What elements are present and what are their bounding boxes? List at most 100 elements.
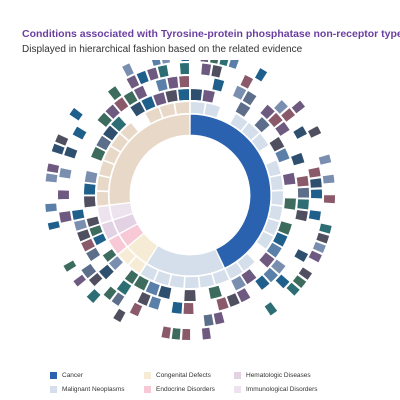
sunburst-segment <box>267 112 284 128</box>
sunburst-segment <box>254 67 268 83</box>
sunburst-segment <box>102 285 118 301</box>
sunburst-segment <box>157 64 170 79</box>
sunburst-segment <box>124 269 140 285</box>
sunburst-segment <box>190 101 206 115</box>
sunburst-segment <box>224 261 244 280</box>
chart-subtitle: Displayed in hierarchical fashion based … <box>22 44 303 55</box>
sunburst-segment <box>184 276 200 289</box>
sunburst-segment <box>292 274 308 289</box>
sunburst-segment <box>98 263 115 281</box>
sunburst-segment <box>241 122 260 141</box>
sunburst-segment <box>159 102 177 119</box>
legend-item-congenital: Congenital Defects <box>144 372 211 379</box>
legend-swatch <box>50 386 57 393</box>
legend-swatch <box>144 372 151 379</box>
legend-swatch <box>144 386 151 393</box>
sunburst-segment <box>318 222 333 235</box>
legend-label: Cancer <box>62 372 83 379</box>
sunburst-segment <box>128 256 147 274</box>
sunburst-segment <box>110 115 127 133</box>
sunburst-segment <box>101 220 119 240</box>
sunburst-segment <box>177 88 190 102</box>
sunburst-segment <box>47 220 61 231</box>
sunburst-segment <box>292 125 308 140</box>
sunburst-segment <box>57 189 70 200</box>
sunburst-segment <box>152 91 168 107</box>
sunburst-segment <box>108 234 128 255</box>
legend-item-endocrine: Endocrine Disorders <box>144 386 215 393</box>
sunburst-segment <box>315 232 330 245</box>
sunburst-segment <box>297 187 310 199</box>
sunburst-segment <box>85 247 101 262</box>
sunburst-segment <box>274 273 291 290</box>
legend-item-cancer: Cancer <box>50 372 83 379</box>
sunburst-segment <box>71 125 88 141</box>
sunburst-segment <box>129 301 143 318</box>
sunburst-segment <box>147 295 162 311</box>
sunburst-segment <box>215 296 230 312</box>
sunburst-segment <box>118 223 145 247</box>
sunburst-segment <box>80 238 96 253</box>
sunburst-segment <box>83 195 97 209</box>
sunburst-segment <box>133 84 148 101</box>
sunburst-segment <box>212 268 230 286</box>
sunburst-segment <box>146 245 225 277</box>
sunburst-segment <box>274 147 291 163</box>
sunburst-segment <box>273 99 289 115</box>
sunburst-segment <box>136 291 152 307</box>
sunburst-segment <box>309 177 323 189</box>
sunburst-segment <box>80 263 97 280</box>
sunburst-segment <box>144 280 161 297</box>
sunburst-segment <box>277 220 293 236</box>
sunburst-segment <box>251 133 270 152</box>
sunburst-segment <box>133 274 150 292</box>
sunburst-segment <box>113 96 130 113</box>
sunburst-segment <box>62 259 78 273</box>
sunburst-segment <box>71 208 86 221</box>
sunburst-segment <box>178 75 190 89</box>
sunburst-segment <box>259 103 276 120</box>
sunburst-segment <box>153 270 172 287</box>
sunburst-segment <box>253 116 271 134</box>
sunburst-segment <box>240 268 258 285</box>
sunburst-segment <box>263 218 280 236</box>
legend-label: Immunological Disorders <box>246 386 318 393</box>
sunburst-segment <box>270 190 284 206</box>
sunburst-segment <box>180 60 190 62</box>
sunburst-segment <box>168 274 185 289</box>
legend-label: Congenital Defects <box>156 372 211 379</box>
legend-swatch <box>50 372 57 379</box>
sunburst-segment <box>258 251 276 269</box>
sunburst-segment <box>44 202 58 213</box>
sunburst-segment <box>282 172 297 186</box>
sunburst-segment <box>280 107 296 123</box>
sunburst-segment <box>236 287 252 304</box>
sunburst-segment <box>85 288 102 304</box>
sunburst-segment <box>268 136 286 153</box>
sunburst-chart <box>44 60 336 341</box>
sunburst-segment <box>183 289 197 302</box>
sunburst-segment <box>200 62 212 77</box>
sunburst-segment <box>129 100 146 118</box>
sunburst-segment <box>312 241 327 254</box>
sunburst-segment <box>73 218 88 232</box>
sunburst-segment <box>170 301 183 315</box>
sunburst-segment <box>160 325 172 340</box>
sunburst-segment <box>318 153 332 166</box>
sunburst-segment <box>164 89 179 104</box>
sunburst-segment <box>290 152 306 166</box>
sunburst-segment <box>104 103 121 120</box>
legend-swatch <box>234 386 241 393</box>
sunburst-segment <box>155 77 169 93</box>
sunburst-segment <box>125 74 141 90</box>
sunburst-segment <box>198 273 215 289</box>
sunburst-segment <box>83 182 97 196</box>
sunburst-segment <box>296 175 310 188</box>
sunburst-segment <box>121 62 135 78</box>
sunburst-segment <box>166 76 179 90</box>
sunburst-segment <box>207 284 223 300</box>
sunburst-segment <box>90 146 107 162</box>
sunburst-segment <box>107 85 123 101</box>
sunburst-segment <box>209 60 219 65</box>
sunburst-segment <box>296 198 310 211</box>
